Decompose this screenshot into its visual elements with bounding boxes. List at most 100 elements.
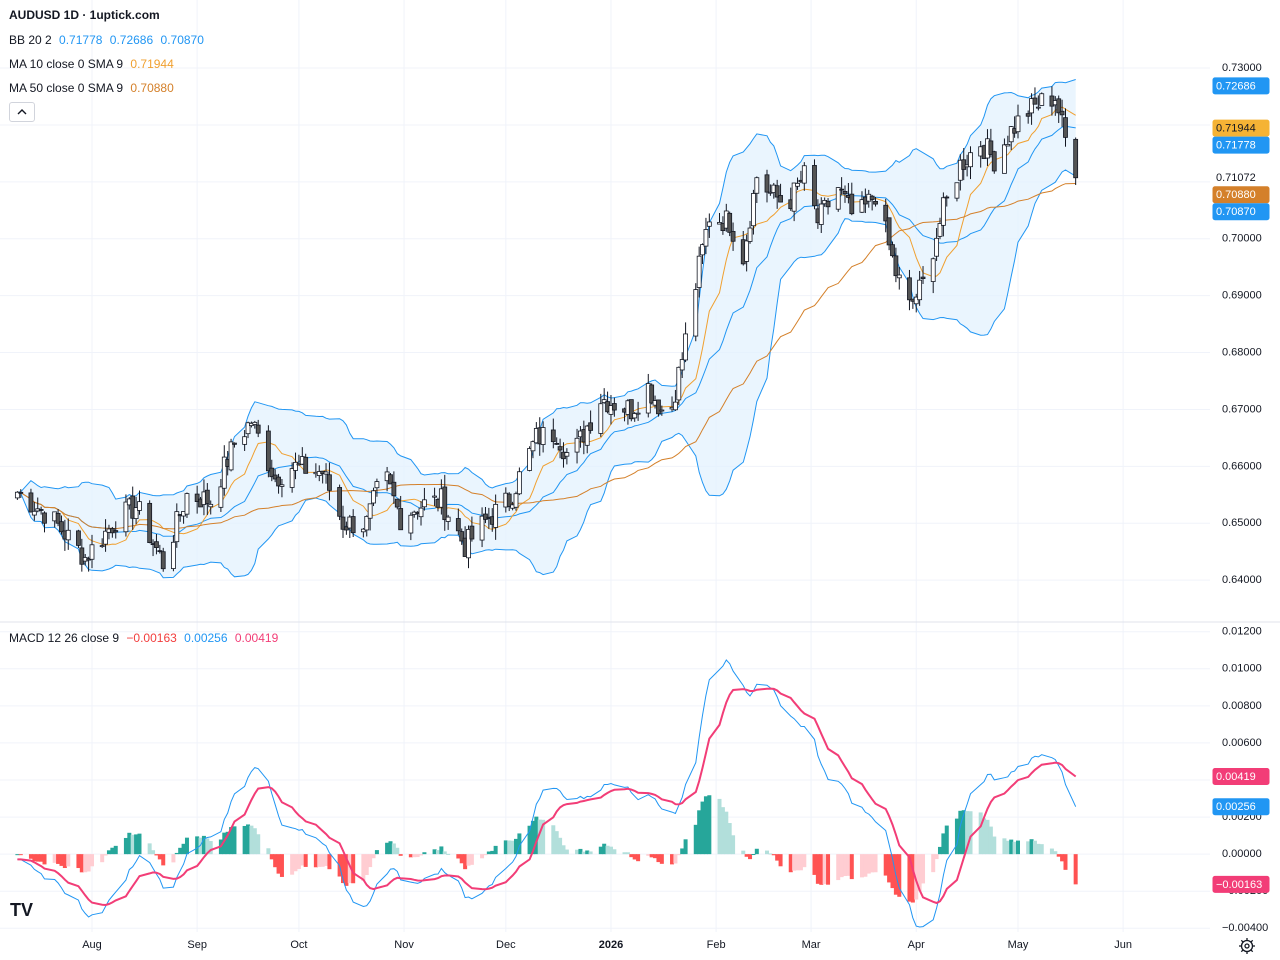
candle[interactable] — [706, 213, 712, 238]
candle[interactable] — [1008, 126, 1014, 151]
candle[interactable] — [683, 322, 688, 363]
candle[interactable] — [103, 519, 108, 552]
candle[interactable] — [279, 479, 285, 498]
candle[interactable] — [157, 544, 163, 554]
candle[interactable] — [1059, 99, 1065, 127]
candle[interactable] — [221, 445, 227, 496]
candle[interactable] — [527, 446, 532, 472]
candle[interactable] — [340, 505, 346, 538]
candle[interactable] — [842, 185, 848, 203]
candle[interactable] — [628, 399, 634, 422]
candle[interactable] — [479, 507, 485, 548]
candle[interactable] — [730, 222, 736, 251]
candle[interactable] — [323, 463, 329, 484]
candle[interactable] — [873, 197, 878, 207]
candle[interactable] — [14, 491, 20, 500]
candle[interactable] — [676, 366, 682, 406]
candle[interactable] — [1063, 108, 1068, 147]
candle[interactable] — [133, 496, 139, 525]
candle[interactable] — [364, 515, 370, 537]
candle[interactable] — [913, 293, 919, 313]
candle[interactable] — [774, 179, 780, 209]
candle[interactable] — [869, 194, 875, 211]
candle[interactable] — [564, 448, 570, 465]
candle[interactable] — [252, 420, 258, 429]
candle[interactable] — [890, 241, 895, 258]
candle[interactable] — [418, 501, 424, 526]
candle[interactable] — [700, 243, 705, 265]
candle[interactable] — [204, 483, 210, 515]
candle[interactable] — [659, 405, 665, 416]
candle[interactable] — [886, 217, 892, 251]
candle[interactable] — [751, 189, 756, 235]
candle[interactable] — [137, 490, 142, 515]
candle[interactable] — [154, 533, 159, 555]
candle[interactable] — [174, 503, 180, 548]
candle[interactable] — [293, 452, 298, 480]
candle[interactable] — [493, 494, 499, 540]
candle[interactable] — [350, 509, 356, 538]
candle[interactable] — [1035, 95, 1041, 111]
candle[interactable] — [893, 247, 899, 283]
ma10-legend[interactable]: MA 10 close 0 SMA 9 0.71944 — [9, 56, 178, 72]
candle[interactable] — [896, 266, 902, 290]
candle[interactable] — [1002, 138, 1007, 174]
candle[interactable] — [265, 425, 271, 478]
candle[interactable] — [557, 438, 563, 459]
candle[interactable] — [513, 491, 519, 511]
candle[interactable] — [59, 515, 64, 535]
candle[interactable] — [812, 159, 817, 210]
candle[interactable] — [550, 418, 556, 449]
candle[interactable] — [598, 393, 604, 437]
candle[interactable] — [79, 538, 85, 572]
candle[interactable] — [55, 509, 61, 527]
candle[interactable] — [76, 529, 81, 549]
candle[interactable] — [1073, 137, 1079, 186]
candle[interactable] — [445, 514, 451, 530]
candle[interactable] — [208, 500, 214, 515]
symbol-title[interactable]: AUDUSD 1D · 1uptick.com — [9, 8, 160, 22]
candle[interactable] — [1029, 93, 1034, 125]
candle[interactable] — [398, 495, 404, 531]
candle[interactable] — [194, 485, 200, 514]
candle[interactable] — [371, 487, 376, 507]
candle[interactable] — [991, 150, 997, 174]
candle[interactable] — [907, 269, 912, 311]
candle[interactable] — [818, 197, 824, 233]
candle[interactable] — [360, 527, 366, 538]
candle[interactable] — [611, 397, 617, 417]
candle[interactable] — [466, 525, 471, 569]
candle[interactable] — [957, 154, 963, 191]
candle[interactable] — [934, 228, 939, 262]
bb-legend[interactable]: BB 20 2 0.71778 0.72686 0.70870 — [9, 32, 208, 48]
candle[interactable] — [367, 503, 373, 531]
candle[interactable] — [703, 217, 709, 255]
candle[interactable] — [917, 270, 923, 306]
candle[interactable] — [1039, 92, 1045, 106]
candle[interactable] — [584, 424, 590, 454]
candle[interactable] — [184, 492, 190, 518]
candle[interactable] — [31, 502, 37, 521]
candle[interactable] — [968, 146, 973, 180]
candle[interactable] — [601, 388, 607, 404]
candle[interactable] — [422, 487, 427, 511]
candle[interactable] — [574, 428, 580, 464]
candle[interactable] — [374, 478, 380, 497]
candle[interactable] — [483, 506, 488, 524]
candle[interactable] — [859, 191, 865, 214]
candle[interactable] — [269, 459, 275, 482]
candle[interactable] — [588, 410, 594, 434]
candle[interactable] — [28, 488, 34, 513]
candle[interactable] — [1056, 95, 1062, 123]
candle[interactable] — [801, 162, 807, 191]
candle[interactable] — [988, 128, 994, 158]
candle[interactable] — [930, 257, 936, 294]
candle[interactable] — [516, 467, 522, 496]
candle[interactable] — [1025, 110, 1031, 124]
candle[interactable] — [920, 266, 926, 284]
candle[interactable] — [147, 500, 153, 544]
candle[interactable] — [693, 283, 699, 342]
candle[interactable] — [540, 421, 546, 453]
candle[interactable] — [530, 440, 536, 459]
